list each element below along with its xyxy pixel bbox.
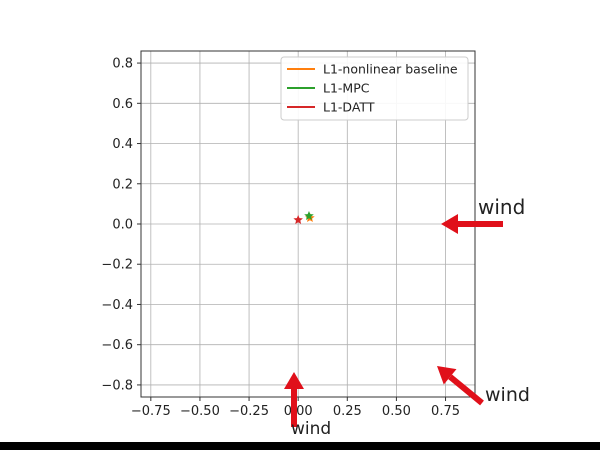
y-tick-label: −0.6 [101, 338, 133, 353]
legend: L1-nonlinear baseline L1-MPC L1-DATT [280, 56, 469, 121]
x-tick-label: −0.50 [180, 404, 220, 419]
wind-arrow-right [441, 214, 503, 234]
y-tick-label: 0.4 [112, 137, 133, 152]
y-tick-label: −0.2 [101, 258, 133, 273]
wind-label-bottom-right: wind [485, 384, 530, 406]
wind-arrow-bottom [284, 372, 304, 427]
y-tick-label: 0.6 [112, 97, 133, 112]
wind-label-bottom: wind [291, 419, 332, 439]
x-axis-ticks: −0.75 −0.50 −0.25 0.00 0.25 0.50 0.75 [131, 397, 460, 419]
x-tick-label: 0.00 [284, 404, 313, 419]
x-tick-label: 0.50 [382, 404, 411, 419]
x-tick-label: 0.25 [333, 404, 362, 419]
x-tick-label: 0.75 [431, 404, 460, 419]
y-axis-ticks: 0.8 0.6 0.4 0.2 0.0 −0.2 −0.4 −0.6 −0.8 [101, 57, 141, 393]
data-point-star [304, 210, 314, 220]
x-tick-label: −0.25 [229, 404, 269, 419]
bottom-black-bar [0, 442, 600, 450]
arrow-head [284, 372, 304, 389]
wind-label-right: wind [478, 195, 526, 219]
legend-label: L1-DATT [323, 100, 375, 115]
series-markers [293, 210, 315, 225]
arrow-head [437, 366, 457, 385]
legend-label: L1-MPC [323, 81, 370, 96]
arrow-shaft [448, 374, 484, 406]
y-tick-label: 0.8 [112, 57, 133, 72]
y-tick-label: −0.8 [101, 378, 133, 393]
legend-label: L1-nonlinear baseline [323, 62, 458, 77]
wind-arrows [284, 214, 503, 427]
wind-arrow-bottom-right [437, 366, 484, 406]
y-tick-label: −0.4 [101, 298, 133, 313]
y-tick-label: 0.2 [112, 177, 133, 192]
arrow-head [441, 214, 458, 234]
y-tick-label: 0.0 [112, 218, 133, 233]
data-point-star [293, 214, 303, 225]
x-tick-label: −0.75 [131, 404, 171, 419]
legend-box [280, 56, 469, 121]
